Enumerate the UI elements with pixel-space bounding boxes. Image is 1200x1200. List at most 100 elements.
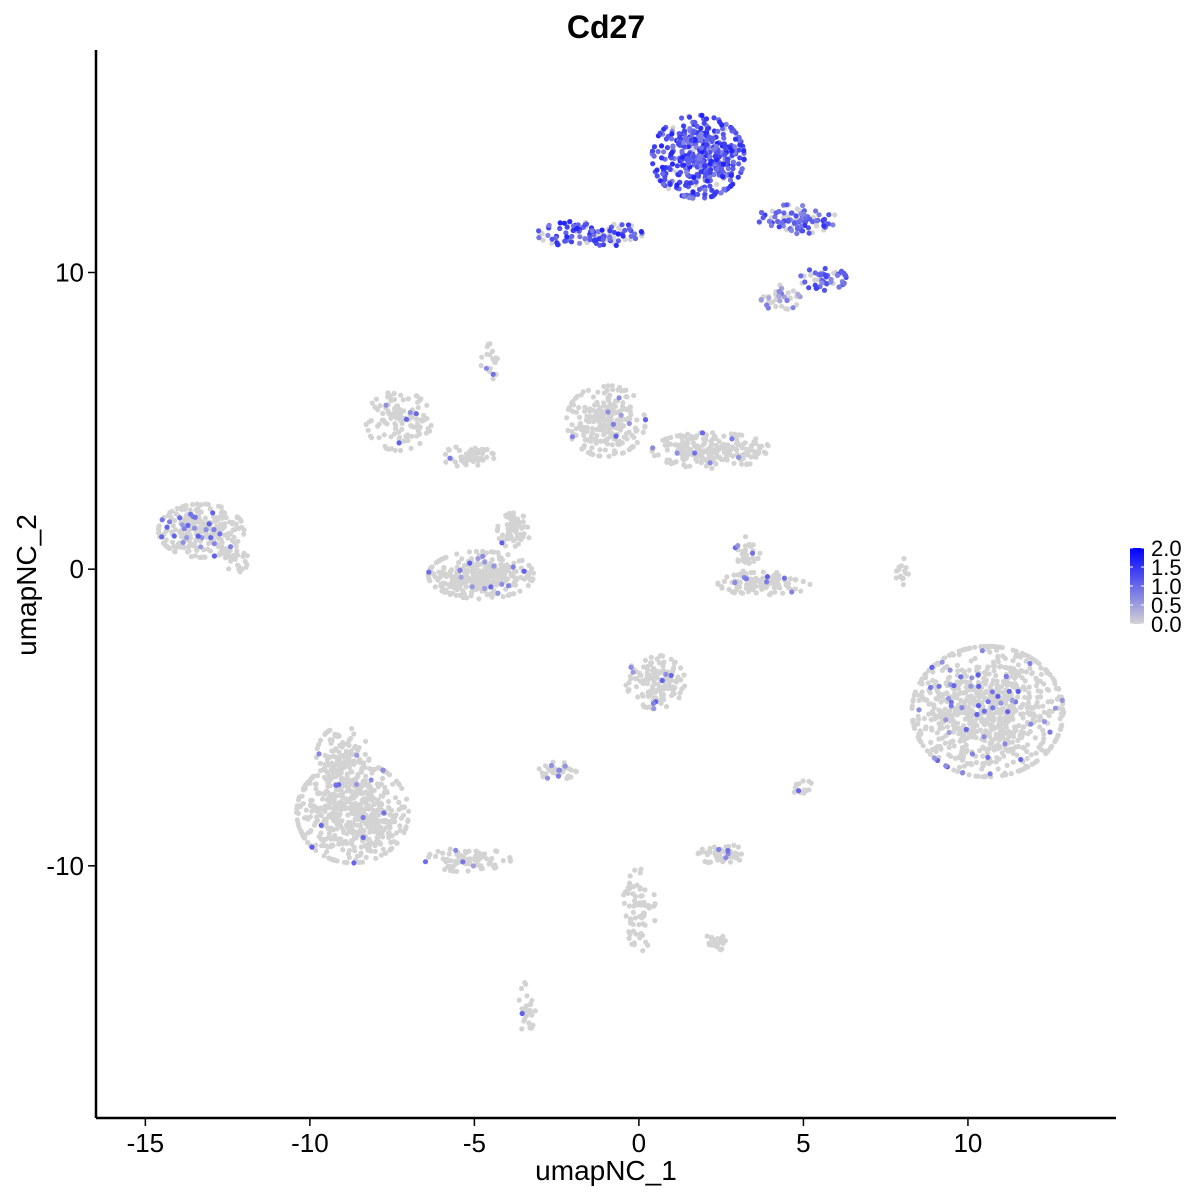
- cell-point: [972, 644, 978, 650]
- cell-point: [363, 789, 369, 795]
- cell-point: [954, 712, 960, 718]
- cell-point: [240, 553, 246, 560]
- cell-point: [549, 240, 555, 246]
- cell-point: [427, 578, 433, 584]
- cell-point: [334, 821, 340, 827]
- cell-point: [211, 532, 217, 538]
- cell-point: [674, 182, 680, 188]
- cell-point: [219, 508, 225, 514]
- cell-point: [791, 789, 798, 795]
- cell-point: [597, 447, 603, 453]
- cell-point: [905, 571, 912, 577]
- cell-point: [367, 825, 373, 831]
- cell-point: [896, 566, 902, 573]
- cell-point: [466, 848, 472, 854]
- cell-point: [510, 591, 517, 597]
- cell-point: [604, 405, 610, 411]
- cell-point: [966, 667, 972, 673]
- legend-tick-label: 1.0: [1151, 574, 1182, 599]
- cell-point: [623, 394, 629, 400]
- cell-point: [589, 414, 595, 420]
- cell-point: [355, 790, 361, 796]
- y-tick-label: 10: [55, 258, 84, 288]
- cell-point: [438, 581, 444, 587]
- cell-point: [698, 849, 705, 855]
- cell-point: [216, 515, 222, 521]
- cell-point: [645, 942, 651, 948]
- cell-point: [722, 152, 728, 158]
- cell-point: [912, 725, 918, 732]
- cell-point: [758, 443, 765, 449]
- cell-point: [435, 848, 441, 855]
- cell-point: [750, 587, 756, 593]
- cell-point: [640, 948, 646, 954]
- cell-point: [545, 232, 551, 238]
- cell-point: [335, 792, 341, 799]
- cell-point: [757, 550, 763, 556]
- cell-point: [759, 586, 765, 592]
- cell-point: [926, 711, 932, 717]
- cell-point: [375, 423, 381, 429]
- cell-point: [499, 574, 505, 580]
- cell-point: [365, 427, 371, 433]
- cell-point: [732, 579, 738, 586]
- cell-point: [783, 306, 789, 312]
- x-axis-title: umapNC_1: [535, 1155, 677, 1186]
- cell-point: [595, 389, 601, 395]
- cell-point: [1022, 686, 1028, 693]
- cell-point: [337, 769, 343, 775]
- cell-point: [716, 438, 722, 444]
- cell-point: [962, 699, 968, 705]
- cell-point: [591, 419, 597, 425]
- cell-point: [1035, 688, 1041, 694]
- cell-point: [715, 128, 721, 134]
- y-tick-label: -10: [46, 851, 84, 881]
- cell-point: [374, 817, 380, 823]
- cell-point: [512, 543, 518, 549]
- cell-point: [1044, 749, 1050, 756]
- cell-point: [981, 734, 987, 740]
- cell-point: [694, 454, 700, 460]
- cell-point: [1012, 724, 1018, 730]
- cell-point: [447, 455, 453, 461]
- cell-point: [591, 237, 598, 243]
- cell-point: [472, 578, 478, 584]
- cell-point: [615, 387, 621, 393]
- cell-point: [943, 680, 949, 686]
- cell-point: [621, 434, 627, 440]
- cell-point: [709, 936, 715, 942]
- cell-point: [601, 383, 607, 390]
- cell-point: [951, 722, 957, 728]
- cell-point: [800, 778, 806, 784]
- cell-point: [1028, 752, 1034, 758]
- cell-point: [775, 218, 781, 224]
- cell-point: [637, 886, 643, 892]
- cell-point: [720, 131, 726, 137]
- cell-point: [352, 816, 358, 822]
- cell-point: [1022, 678, 1028, 684]
- cell-point: [929, 708, 936, 714]
- cell-point: [716, 454, 723, 460]
- cell-point: [513, 577, 519, 583]
- cell-point: [400, 805, 406, 811]
- cell-point: [640, 678, 646, 684]
- cell-point: [371, 801, 377, 808]
- cell-point: [621, 900, 628, 906]
- cell-point: [565, 773, 571, 779]
- cell-point: [297, 803, 303, 809]
- cell-point: [186, 543, 192, 550]
- cell-point: [509, 573, 515, 579]
- cell-point: [380, 410, 386, 417]
- cell-point: [579, 446, 585, 452]
- cell-point: [616, 225, 622, 231]
- cell-point: [301, 785, 307, 791]
- cell-point: [172, 518, 178, 524]
- cell-point: [967, 716, 973, 722]
- cell-point: [341, 859, 348, 865]
- cell-point: [308, 797, 314, 803]
- cell-point: [358, 823, 364, 829]
- cell-point: [1001, 753, 1007, 759]
- cell-point: [659, 653, 666, 659]
- cell-point: [396, 782, 402, 788]
- cell-point: [428, 422, 434, 429]
